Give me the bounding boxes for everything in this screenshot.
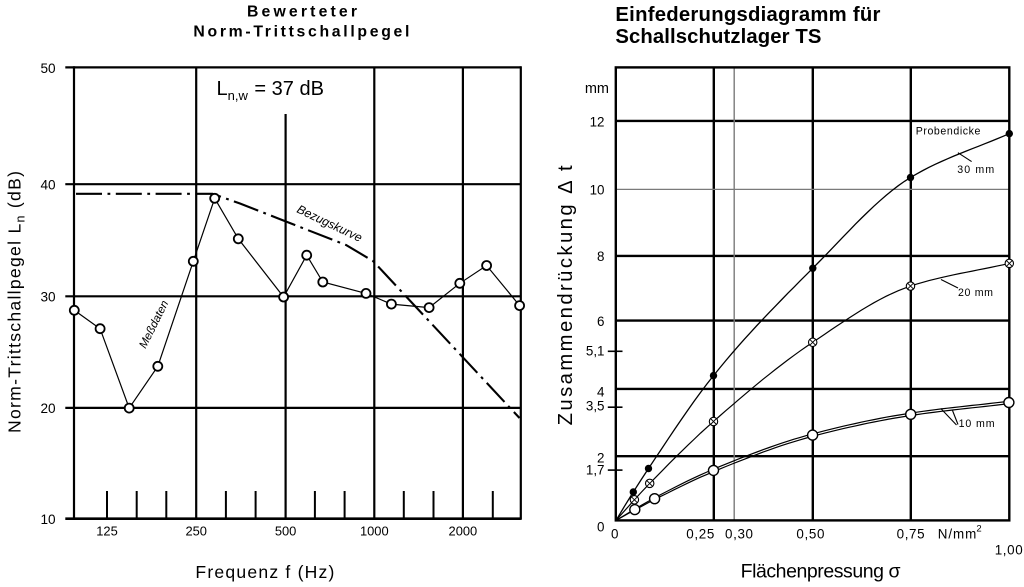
svg-text:125: 125 bbox=[96, 523, 118, 538]
svg-text:2: 2 bbox=[976, 524, 981, 535]
svg-text:0,75: 0,75 bbox=[897, 527, 925, 542]
svg-text:1,00: 1,00 bbox=[995, 543, 1023, 558]
svg-text:20: 20 bbox=[40, 401, 56, 416]
svg-text:20 mm: 20 mm bbox=[958, 287, 993, 299]
svg-text:8: 8 bbox=[597, 249, 604, 264]
svg-text:10 mm: 10 mm bbox=[959, 418, 995, 430]
svg-text:Schallschutzlager TS: Schallschutzlager TS bbox=[615, 26, 821, 48]
svg-text:50: 50 bbox=[40, 61, 56, 76]
svg-text:4: 4 bbox=[597, 385, 605, 400]
svg-text:mm: mm bbox=[585, 81, 609, 97]
svg-text:Norm-Trittschallpegel: Norm-Trittschallpegel bbox=[193, 24, 409, 41]
svg-text:0: 0 bbox=[611, 527, 618, 542]
svg-text:0: 0 bbox=[597, 520, 604, 535]
svg-text:0,50: 0,50 bbox=[796, 527, 824, 542]
svg-text:Zusammendrückung Δ t: Zusammendrückung Δ t bbox=[555, 165, 577, 425]
svg-text:500: 500 bbox=[275, 523, 297, 538]
svg-text:Bewerteter: Bewerteter bbox=[247, 4, 357, 21]
svg-text:30 mm: 30 mm bbox=[957, 164, 994, 176]
svg-text:2000: 2000 bbox=[449, 523, 478, 538]
svg-text:Probendicke: Probendicke bbox=[916, 125, 981, 137]
svg-text:Einfederungsdiagramm für: Einfederungsdiagramm für bbox=[615, 4, 880, 26]
svg-text:10: 10 bbox=[590, 182, 605, 197]
svg-text:2: 2 bbox=[597, 451, 604, 466]
svg-text:Norm-Trittschallpegel Ln (dB): Norm-Trittschallpegel Ln (dB) bbox=[5, 171, 28, 433]
svg-text:3,5: 3,5 bbox=[586, 398, 605, 413]
svg-text:0,25: 0,25 bbox=[686, 527, 714, 542]
svg-text:12: 12 bbox=[590, 114, 605, 129]
svg-text:6: 6 bbox=[597, 314, 604, 329]
svg-text:30: 30 bbox=[40, 289, 56, 304]
svg-text:Frequenz f (Hz): Frequenz f (Hz) bbox=[195, 562, 334, 582]
svg-text:N/mm: N/mm bbox=[938, 527, 977, 542]
svg-text:Flächenpressung σ: Flächenpressung σ bbox=[741, 561, 901, 583]
svg-text:1000: 1000 bbox=[360, 523, 389, 538]
svg-text:1,7: 1,7 bbox=[586, 462, 605, 477]
svg-text:40: 40 bbox=[40, 177, 56, 192]
svg-text:5,1: 5,1 bbox=[586, 343, 605, 358]
svg-text:250: 250 bbox=[185, 523, 207, 538]
svg-text:0,30: 0,30 bbox=[725, 527, 753, 542]
svg-text:10: 10 bbox=[40, 512, 56, 527]
